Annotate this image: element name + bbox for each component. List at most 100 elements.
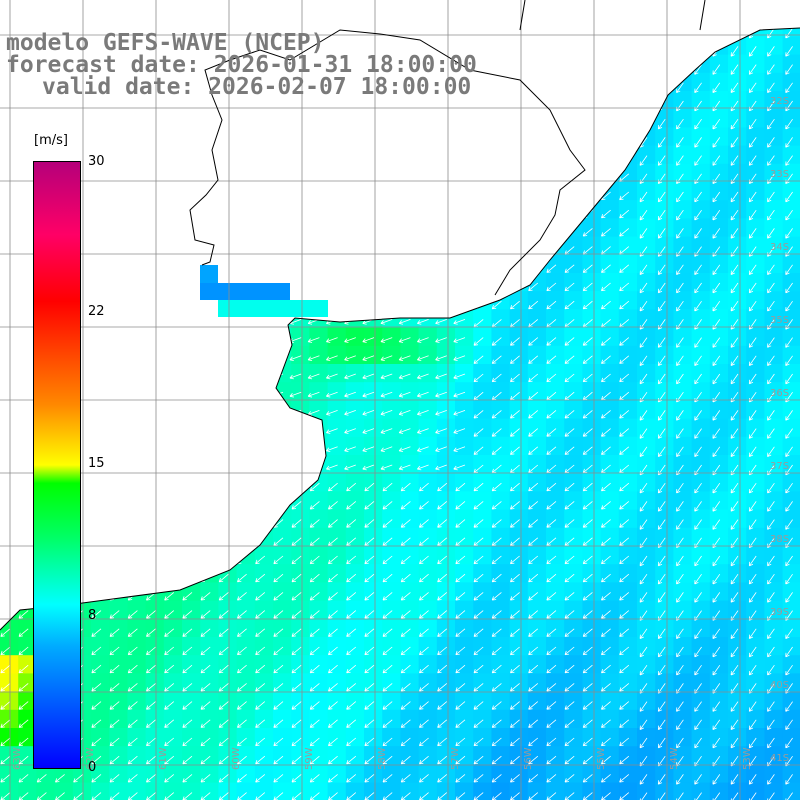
wind-cell: [709, 254, 729, 274]
wind-arrow: [748, 373, 757, 385]
wind-arrow: [326, 428, 338, 434]
wind-cell: [273, 254, 292, 274]
wind-arrow: [344, 355, 356, 362]
wind-cell: [764, 236, 784, 256]
wind-cell: [509, 109, 529, 128]
wind-arrow: [767, 555, 775, 567]
wind-arrow: [767, 209, 775, 221]
wind-cell: [18, 0, 37, 19]
wind-cell: [637, 655, 656, 674]
wind-arrow: [253, 446, 265, 453]
wind-arrow: [400, 664, 411, 674]
wind-cell: [0, 527, 19, 547]
wind-arrow: [326, 209, 338, 216]
wind-cell: [746, 54, 765, 74]
wind-arrow: [89, 264, 102, 271]
wind-arrow: [107, 118, 120, 125]
wind-cell: [527, 127, 547, 147]
wind-arrow: [326, 300, 338, 307]
wind-arrow: [382, 501, 393, 510]
wind-arrow: [564, 46, 575, 55]
latitude-label: 39S: [770, 607, 789, 618]
wind-cell: [146, 0, 165, 19]
wind-arrow: [271, 118, 284, 125]
wind-arrow: [216, 373, 229, 380]
wind-arrow: [639, 664, 648, 676]
wind-arrow: [473, 355, 484, 364]
wind-cell: [691, 691, 711, 711]
wind-cell: [418, 200, 438, 219]
wind-arrow: [16, 137, 29, 143]
wind-arrow: [453, 118, 466, 125]
wind-cell: [254, 400, 274, 420]
wind-arrow: [528, 482, 539, 492]
wind-arrow: [785, 337, 793, 348]
wind-arrow: [344, 100, 356, 107]
wind-cell: [655, 673, 674, 693]
wind-arrow: [125, 355, 138, 362]
wind-arrow: [162, 337, 174, 343]
wind-arrow: [255, 519, 266, 528]
wind-arrow: [730, 719, 739, 730]
wind-cell: [273, 364, 292, 383]
wind-cell: [182, 491, 201, 511]
wind-arrow: [748, 792, 757, 800]
wind-cell: [709, 54, 729, 74]
wind-arrow: [346, 610, 357, 619]
wind-cell: [782, 764, 800, 784]
wind-arrow: [180, 337, 193, 343]
wind-cell: [782, 564, 800, 583]
wind-arrow: [676, 592, 684, 603]
wind-arrow: [216, 173, 229, 180]
wind-cell: [709, 309, 729, 329]
wind-cell: [182, 327, 201, 347]
wind-arrow: [748, 555, 757, 567]
wind-arrow: [307, 464, 320, 471]
wind-cell: [346, 0, 365, 19]
wind-arrow: [437, 701, 448, 710]
wind-arrow: [164, 537, 175, 546]
wind-arrow: [144, 246, 156, 252]
wind-arrow: [16, 173, 29, 180]
wind-arrow: [218, 755, 229, 765]
wind-cell: [236, 382, 256, 401]
wind-arrow: [619, 355, 630, 364]
wind-cell: [345, 382, 365, 401]
wind-arrow: [162, 391, 174, 398]
wind-cell: [163, 491, 183, 511]
wind-cell: [691, 655, 711, 674]
wind-arrow: [453, 446, 466, 453]
wind-cell: [163, 327, 183, 347]
wind-arrow: [546, 755, 557, 765]
wind-arrow: [127, 664, 138, 674]
wind-cell: [182, 527, 201, 547]
wind-arrow: [216, 191, 229, 198]
wind-arrow: [694, 100, 702, 112]
wind-cell: [455, 236, 474, 256]
wind-arrow: [435, 428, 447, 434]
wind-arrow: [453, 319, 466, 325]
wind-cell: [509, 36, 529, 56]
wind-arrow: [289, 464, 302, 471]
wind-arrow: [528, 191, 539, 201]
wind-arrow: [164, 573, 175, 583]
wind-arrow: [712, 337, 721, 348]
wind-cell: [309, 364, 329, 383]
wind-arrow: [273, 555, 284, 565]
wind-arrow: [491, 592, 502, 601]
wind-arrow: [583, 10, 592, 18]
wind-arrow: [437, 592, 448, 601]
wind-cell: [218, 364, 238, 383]
forecast-date: forecast date: 2026-01-31 18:00:00: [6, 52, 477, 78]
wind-arrow: [182, 774, 193, 783]
wind-arrow: [473, 137, 484, 146]
wind-arrow: [344, 191, 356, 198]
wind-arrow: [601, 519, 611, 528]
wind-cell: [691, 200, 711, 219]
wind-cell: [91, 273, 110, 292]
wind-arrow: [309, 701, 320, 710]
wind-arrow: [346, 719, 357, 728]
wind-arrow: [785, 519, 793, 530]
wind-arrow: [419, 646, 429, 656]
wind-cell: [127, 436, 147, 456]
